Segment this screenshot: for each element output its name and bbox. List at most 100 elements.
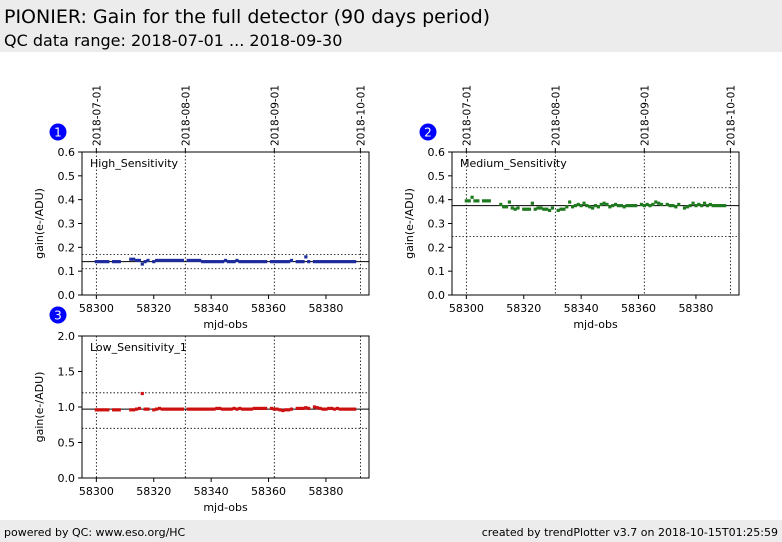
data-point [307, 260, 311, 264]
data-point [487, 199, 491, 203]
data-point [243, 407, 248, 411]
data-point [321, 260, 325, 264]
data-point [275, 260, 279, 264]
data-point [160, 407, 164, 411]
data-point [527, 207, 532, 211]
data-point [588, 205, 592, 209]
date-tick-label: 2018-08-01 [180, 85, 192, 146]
data-point [657, 201, 661, 205]
data-point [180, 258, 185, 263]
data-point [157, 406, 162, 411]
data-point [215, 406, 219, 411]
data-point [241, 407, 245, 411]
data-point [335, 260, 340, 264]
data-point [688, 204, 692, 208]
badge-circle [49, 123, 67, 141]
x-tick-label: 58320 [136, 302, 171, 315]
data-point [137, 258, 141, 263]
data-point [674, 205, 678, 209]
series-label: High_Sensitivity [90, 157, 179, 170]
data-point [295, 406, 299, 411]
data-point [576, 202, 580, 207]
data-point [140, 391, 144, 396]
data-point [94, 408, 98, 412]
y-tick-label: 0.3 [428, 218, 446, 231]
data-point [146, 407, 150, 411]
data-point [275, 407, 279, 411]
data-point [622, 205, 626, 209]
plot-frame [81, 335, 370, 479]
data-point [163, 407, 167, 411]
data-point [318, 260, 322, 264]
y-tick-label: 0.5 [428, 170, 446, 183]
date-tick-label: 2018-09-01 [639, 85, 651, 146]
data-point [177, 258, 182, 263]
data-point [195, 258, 199, 263]
y-tick-label: 0.4 [58, 194, 76, 207]
data-point [166, 258, 170, 263]
y-tick-label: 0.6 [428, 146, 446, 159]
chart-panel-1: 2018-07-01 2018-08-01 2018-09-01 2018-10-01… [33, 85, 370, 331]
data-point [143, 260, 147, 264]
data-point [284, 260, 288, 264]
data-point [344, 407, 348, 411]
data-point [341, 260, 345, 264]
data-point [510, 206, 514, 210]
data-point [111, 260, 116, 264]
data-point [215, 260, 219, 264]
data-point [155, 407, 159, 411]
data-point [568, 200, 572, 204]
x-tick-label: 58380 [308, 302, 343, 315]
data-point [327, 406, 331, 411]
y-tick-label: 0.1 [58, 265, 76, 278]
data-point [192, 407, 196, 411]
data-point [525, 207, 529, 211]
data-point [330, 406, 334, 411]
y-tick-label: 2.0 [58, 330, 76, 343]
x-tick-label: 58320 [136, 485, 171, 498]
date-tick-label: 2018-08-01 [550, 85, 562, 146]
y-tick-label: 0.0 [58, 289, 76, 302]
data-point [481, 199, 486, 203]
data-point [255, 260, 259, 264]
data-point [103, 408, 107, 412]
x-tick-label: 58300 [79, 485, 114, 498]
data-point [146, 258, 150, 263]
y-tick-label: 0.1 [428, 265, 446, 278]
data-point [353, 407, 357, 411]
data-point [694, 204, 698, 208]
data-point [103, 260, 107, 264]
data-point [235, 407, 239, 411]
data-point [545, 207, 549, 211]
data-point [243, 260, 248, 264]
x-axis-label: mjd-obs [203, 318, 248, 331]
data-point [565, 205, 569, 209]
data-point [252, 260, 256, 264]
y-tick-label: 0.3 [58, 218, 76, 231]
y-tick-label: 1.5 [58, 366, 76, 379]
data-point [513, 207, 517, 211]
x-tick-label: 58360 [251, 302, 286, 315]
data-point [642, 204, 646, 208]
data-point [117, 408, 121, 412]
data-point [278, 260, 282, 264]
data-point [140, 262, 144, 266]
x-axis-label: mjd-obs [203, 501, 248, 514]
data-point [648, 204, 652, 208]
data-point [338, 260, 342, 264]
data-point [634, 204, 638, 208]
data-point [97, 260, 101, 264]
data-point [671, 204, 675, 208]
data-point [209, 407, 213, 411]
y-axis-label: gain(e-/ADU) [33, 372, 46, 443]
data-point [143, 407, 147, 411]
data-point [264, 406, 268, 411]
data-point [106, 408, 110, 412]
badge-number: 1 [54, 126, 62, 140]
data-point [229, 260, 233, 264]
y-tick-label: 0.0 [58, 472, 76, 485]
data-point [232, 406, 236, 411]
x-tick-label: 58300 [79, 302, 114, 315]
data-point [94, 260, 98, 264]
data-point [720, 204, 724, 208]
